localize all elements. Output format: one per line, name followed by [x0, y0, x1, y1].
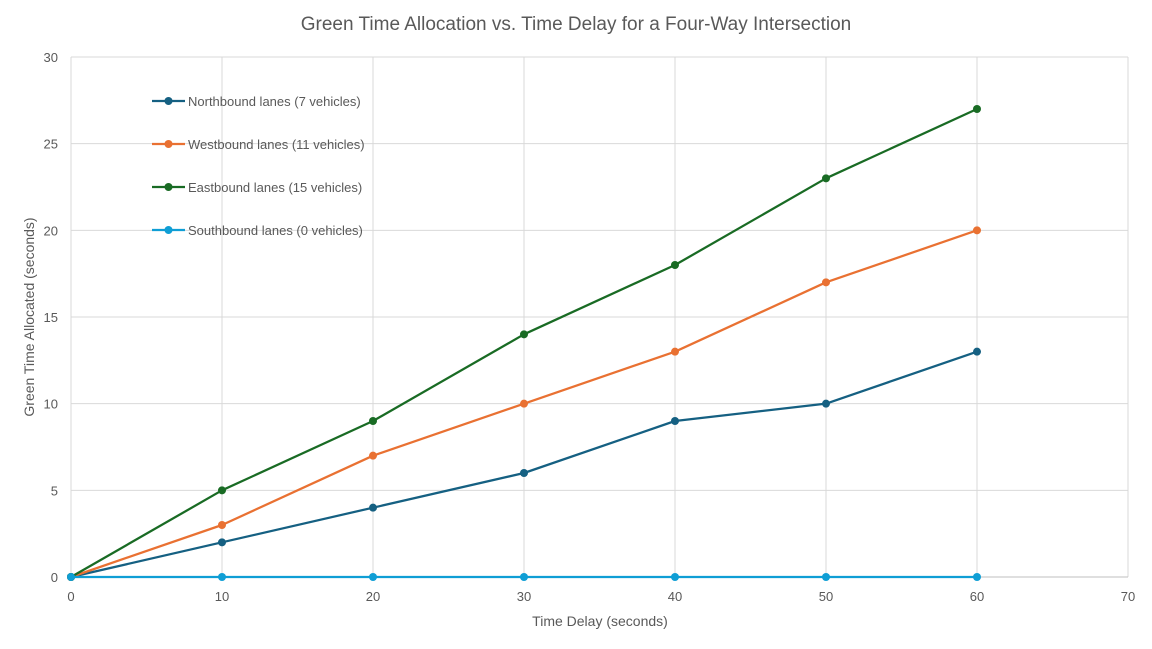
data-point: [671, 347, 679, 356]
chart-title: Green Time Allocation vs. Time Delay for…: [301, 14, 852, 35]
legend-marker: [164, 183, 173, 191]
axes: 0 10 20 30 40 50 60 70 0 5 10 15 20 25 30: [44, 50, 1136, 604]
data-point: [218, 573, 226, 581]
data-point: [520, 399, 528, 408]
legend-item: Eastbound lanes (15 vehicles): [152, 180, 362, 195]
data-point: [369, 503, 377, 512]
data-point: [520, 573, 528, 581]
x-tick-label: 30: [517, 589, 531, 604]
y-axis-label: Green Time Allocated (seconds): [21, 217, 37, 416]
x-tick-label: 40: [668, 589, 682, 604]
y-tick-label: 25: [44, 137, 58, 152]
x-tick-label: 0: [67, 589, 74, 604]
y-tick-label: 15: [44, 310, 58, 325]
legend-label: Northbound lanes (7 vehicles): [188, 94, 361, 109]
x-axis-label: Time Delay (seconds): [532, 613, 668, 629]
y-tick-label: 0: [51, 570, 58, 585]
data-point: [973, 105, 981, 113]
data-point: [218, 521, 226, 529]
data-point: [973, 573, 981, 581]
x-tick-label: 20: [366, 589, 380, 604]
data-point: [218, 486, 226, 495]
legend-item: Northbound lanes (7 vehicles): [152, 94, 361, 109]
y-tick-label: 10: [44, 397, 58, 412]
data-point: [671, 261, 679, 269]
data-point: [218, 538, 226, 547]
data-point: [369, 451, 377, 460]
data-point: [822, 278, 830, 287]
y-tick-label: 20: [44, 223, 58, 238]
legend: Northbound lanes (7 vehicles) Westbound l…: [152, 94, 365, 238]
series-lines: [67, 105, 981, 581]
legend-marker: [164, 97, 173, 105]
data-point: [822, 573, 830, 581]
data-point: [822, 174, 830, 183]
legend-marker: [164, 226, 173, 234]
data-point: [369, 573, 377, 581]
data-point: [973, 347, 981, 356]
y-tick-label: 5: [51, 483, 58, 498]
data-point: [671, 417, 679, 425]
legend-label: Eastbound lanes (15 vehicles): [188, 180, 362, 195]
data-point: [973, 226, 981, 235]
legend-item: Westbound lanes (11 vehicles): [152, 137, 365, 152]
data-point: [671, 573, 679, 581]
data-point: [520, 330, 528, 339]
y-tick-label: 30: [44, 50, 58, 65]
legend-label: Westbound lanes (11 vehicles): [188, 137, 365, 152]
x-tick-label: 70: [1121, 589, 1135, 604]
legend-label: Southbound lanes (0 vehicles): [188, 223, 363, 238]
x-tick-label: 60: [970, 589, 984, 604]
x-tick-label: 10: [215, 589, 229, 604]
gridlines: [71, 56, 1129, 577]
x-tick-label: 50: [819, 589, 833, 604]
data-point: [822, 399, 830, 408]
legend-marker: [164, 140, 173, 148]
data-point: [520, 469, 528, 477]
series-eastbound: [67, 105, 981, 581]
legend-item: Southbound lanes (0 vehicles): [152, 223, 363, 238]
data-point: [67, 573, 75, 581]
series-southbound: [67, 573, 981, 581]
data-point: [369, 417, 377, 425]
